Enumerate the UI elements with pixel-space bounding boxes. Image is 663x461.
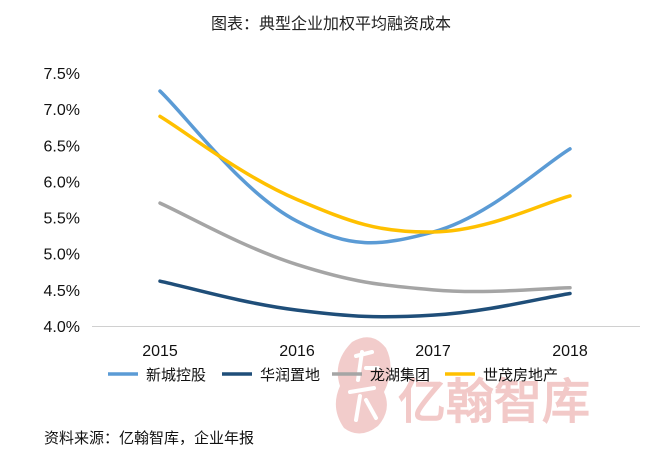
- legend-label: 龙湖集团: [370, 366, 430, 384]
- legend: 新城控股 华润置地 龙湖集团 世茂房地产: [108, 366, 558, 384]
- y-tick-label: 7.5%: [44, 66, 80, 83]
- x-tick-label: 2018: [552, 343, 588, 360]
- legend-item: 世茂房地产: [445, 366, 558, 384]
- y-axis: 4.0% 4.5% 5.0% 5.5% 6.0% 6.5% 7.0% 7.5%: [44, 66, 80, 336]
- legend-label: 新城控股: [146, 366, 206, 384]
- x-tick-label: 2017: [415, 343, 451, 360]
- series-line-4: [158, 114, 572, 234]
- y-tick-label: 5.0%: [44, 247, 80, 264]
- y-tick-label: 6.0%: [44, 174, 80, 191]
- series-line-3: [158, 201, 572, 294]
- legend-item: 华润置地: [222, 366, 320, 384]
- chart-title: 图表：典型企业加权平均融资成本: [211, 14, 451, 33]
- x-tick-label: 2015: [142, 343, 178, 360]
- x-axis: 2015 2016 2017 2018: [142, 343, 588, 360]
- watermark-text: 亿翰智库: [398, 374, 590, 430]
- y-tick-label: 5.5%: [44, 211, 80, 228]
- y-tick-label: 6.5%: [44, 138, 80, 155]
- source-note: 资料来源：亿翰智库，企业年报: [44, 429, 254, 447]
- x-tick-label: 2016: [279, 343, 315, 360]
- y-tick-label: 4.0%: [44, 319, 80, 336]
- series-line-1: [158, 89, 572, 245]
- legend-item: 新城控股: [108, 366, 206, 384]
- series-line-2: [158, 279, 572, 319]
- y-tick-label: 4.5%: [44, 283, 80, 300]
- legend-item: 龙湖集团: [332, 366, 430, 384]
- legend-label: 世茂房地产: [483, 366, 558, 384]
- plot-area: [158, 89, 572, 319]
- watermark-seal: [335, 337, 391, 434]
- watermark: 亿翰智库: [335, 337, 590, 434]
- legend-label: 华润置地: [260, 366, 320, 384]
- y-tick-label: 7.0%: [44, 102, 80, 119]
